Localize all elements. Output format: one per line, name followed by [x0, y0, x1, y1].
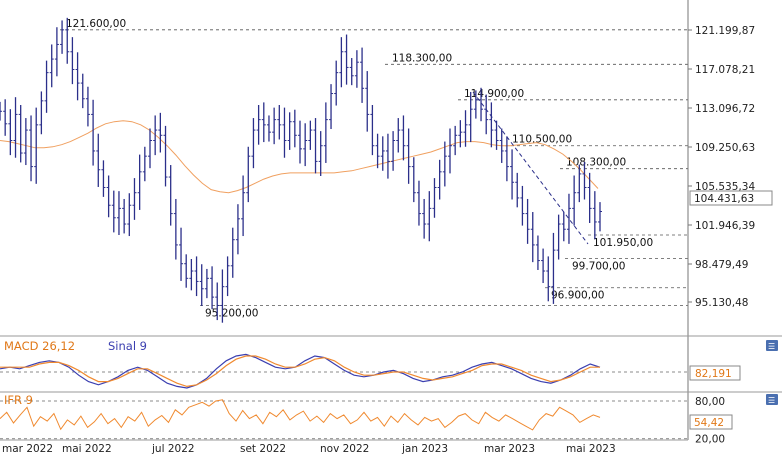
time-axis-labels: mar 2022 mai 2022 jul 2022 set 2022 nov 2022…	[2, 443, 616, 454]
level-label: 95.200,00	[205, 307, 258, 319]
price-tick-label: 121.199,87	[695, 25, 755, 37]
price-tick-label: 113.096,72	[695, 103, 755, 115]
svg-text:☰: ☰	[768, 342, 775, 351]
svg-text:☰: ☰	[768, 396, 775, 405]
price-tick-label: 95.130,48	[695, 297, 748, 309]
ifr-settings-icon[interactable]: ☰	[766, 394, 778, 405]
price-last-value-box: 104.431,63	[689, 190, 773, 206]
macd-signal-line	[0, 355, 600, 388]
time-axis-label: mai 2022	[62, 443, 112, 454]
time-axis-label: jan 2023	[401, 443, 448, 454]
level-label: 108.300,00	[566, 157, 626, 169]
price-tick-label: 117.078,21	[695, 64, 755, 76]
time-axis-label: mai 2023	[566, 443, 616, 454]
macd-line	[0, 353, 601, 389]
moving-average-line	[0, 120, 599, 194]
macd-panel: MACD 26,12 Sinal 9 82,191 ☰	[0, 339, 778, 389]
ifr-last-value: 54,42	[694, 417, 724, 429]
level-label: 118.300,00	[392, 52, 452, 64]
price-axis-ticks: 121.199,87 117.078,21 113.096,72 109.250,63…	[688, 25, 755, 309]
time-axis-label: mar 2023	[484, 443, 535, 454]
ifr-tick-label: 80,00	[695, 396, 725, 408]
macd-settings-icon[interactable]: ☰	[766, 340, 778, 351]
macd-last-value: 82,191	[695, 368, 732, 380]
ifr-axis-ticks: 80,00 20,00	[0, 396, 725, 446]
ifr-title: IFR 9	[4, 393, 33, 407]
price-panel: 121.600,00 118.300,00 114.900,00 110.500,00…	[0, 17, 688, 323]
time-axis-label: set 2022	[240, 443, 286, 454]
ifr-tick-label: 20,00	[695, 434, 725, 446]
time-axis-label: mar 2022	[2, 443, 53, 454]
price-tick-label: 109.250,63	[695, 142, 755, 154]
level-label: 121.600,00	[66, 18, 126, 30]
price-tick-label: 105.535,34	[695, 181, 755, 193]
level-label: 99.700,00	[572, 260, 625, 272]
ifr-panel: 80,00 20,00 IFR 9 54,42 ☰	[0, 393, 778, 446]
macd-title: MACD 26,12	[4, 339, 75, 353]
price-last-value: 104.431,63	[694, 193, 754, 205]
trend-line	[472, 91, 589, 245]
macd-signal-legend: Sinal 9	[108, 339, 147, 353]
price-bars	[0, 17, 602, 323]
level-label: 114.900,00	[464, 88, 524, 100]
ifr-line	[0, 399, 601, 431]
time-axis-label: nov 2022	[320, 443, 369, 454]
level-label: 101.950,00	[593, 237, 653, 249]
time-axis-label: jul 2022	[151, 443, 195, 454]
level-label: 96.900,00	[551, 290, 604, 302]
price-levels: 121.600,00 118.300,00 114.900,00 110.500,00…	[60, 18, 688, 319]
price-tick-label: 98.479,49	[695, 259, 748, 271]
price-tick-label: 101.946,39	[695, 220, 755, 232]
level-label: 110.500,00	[512, 134, 572, 146]
